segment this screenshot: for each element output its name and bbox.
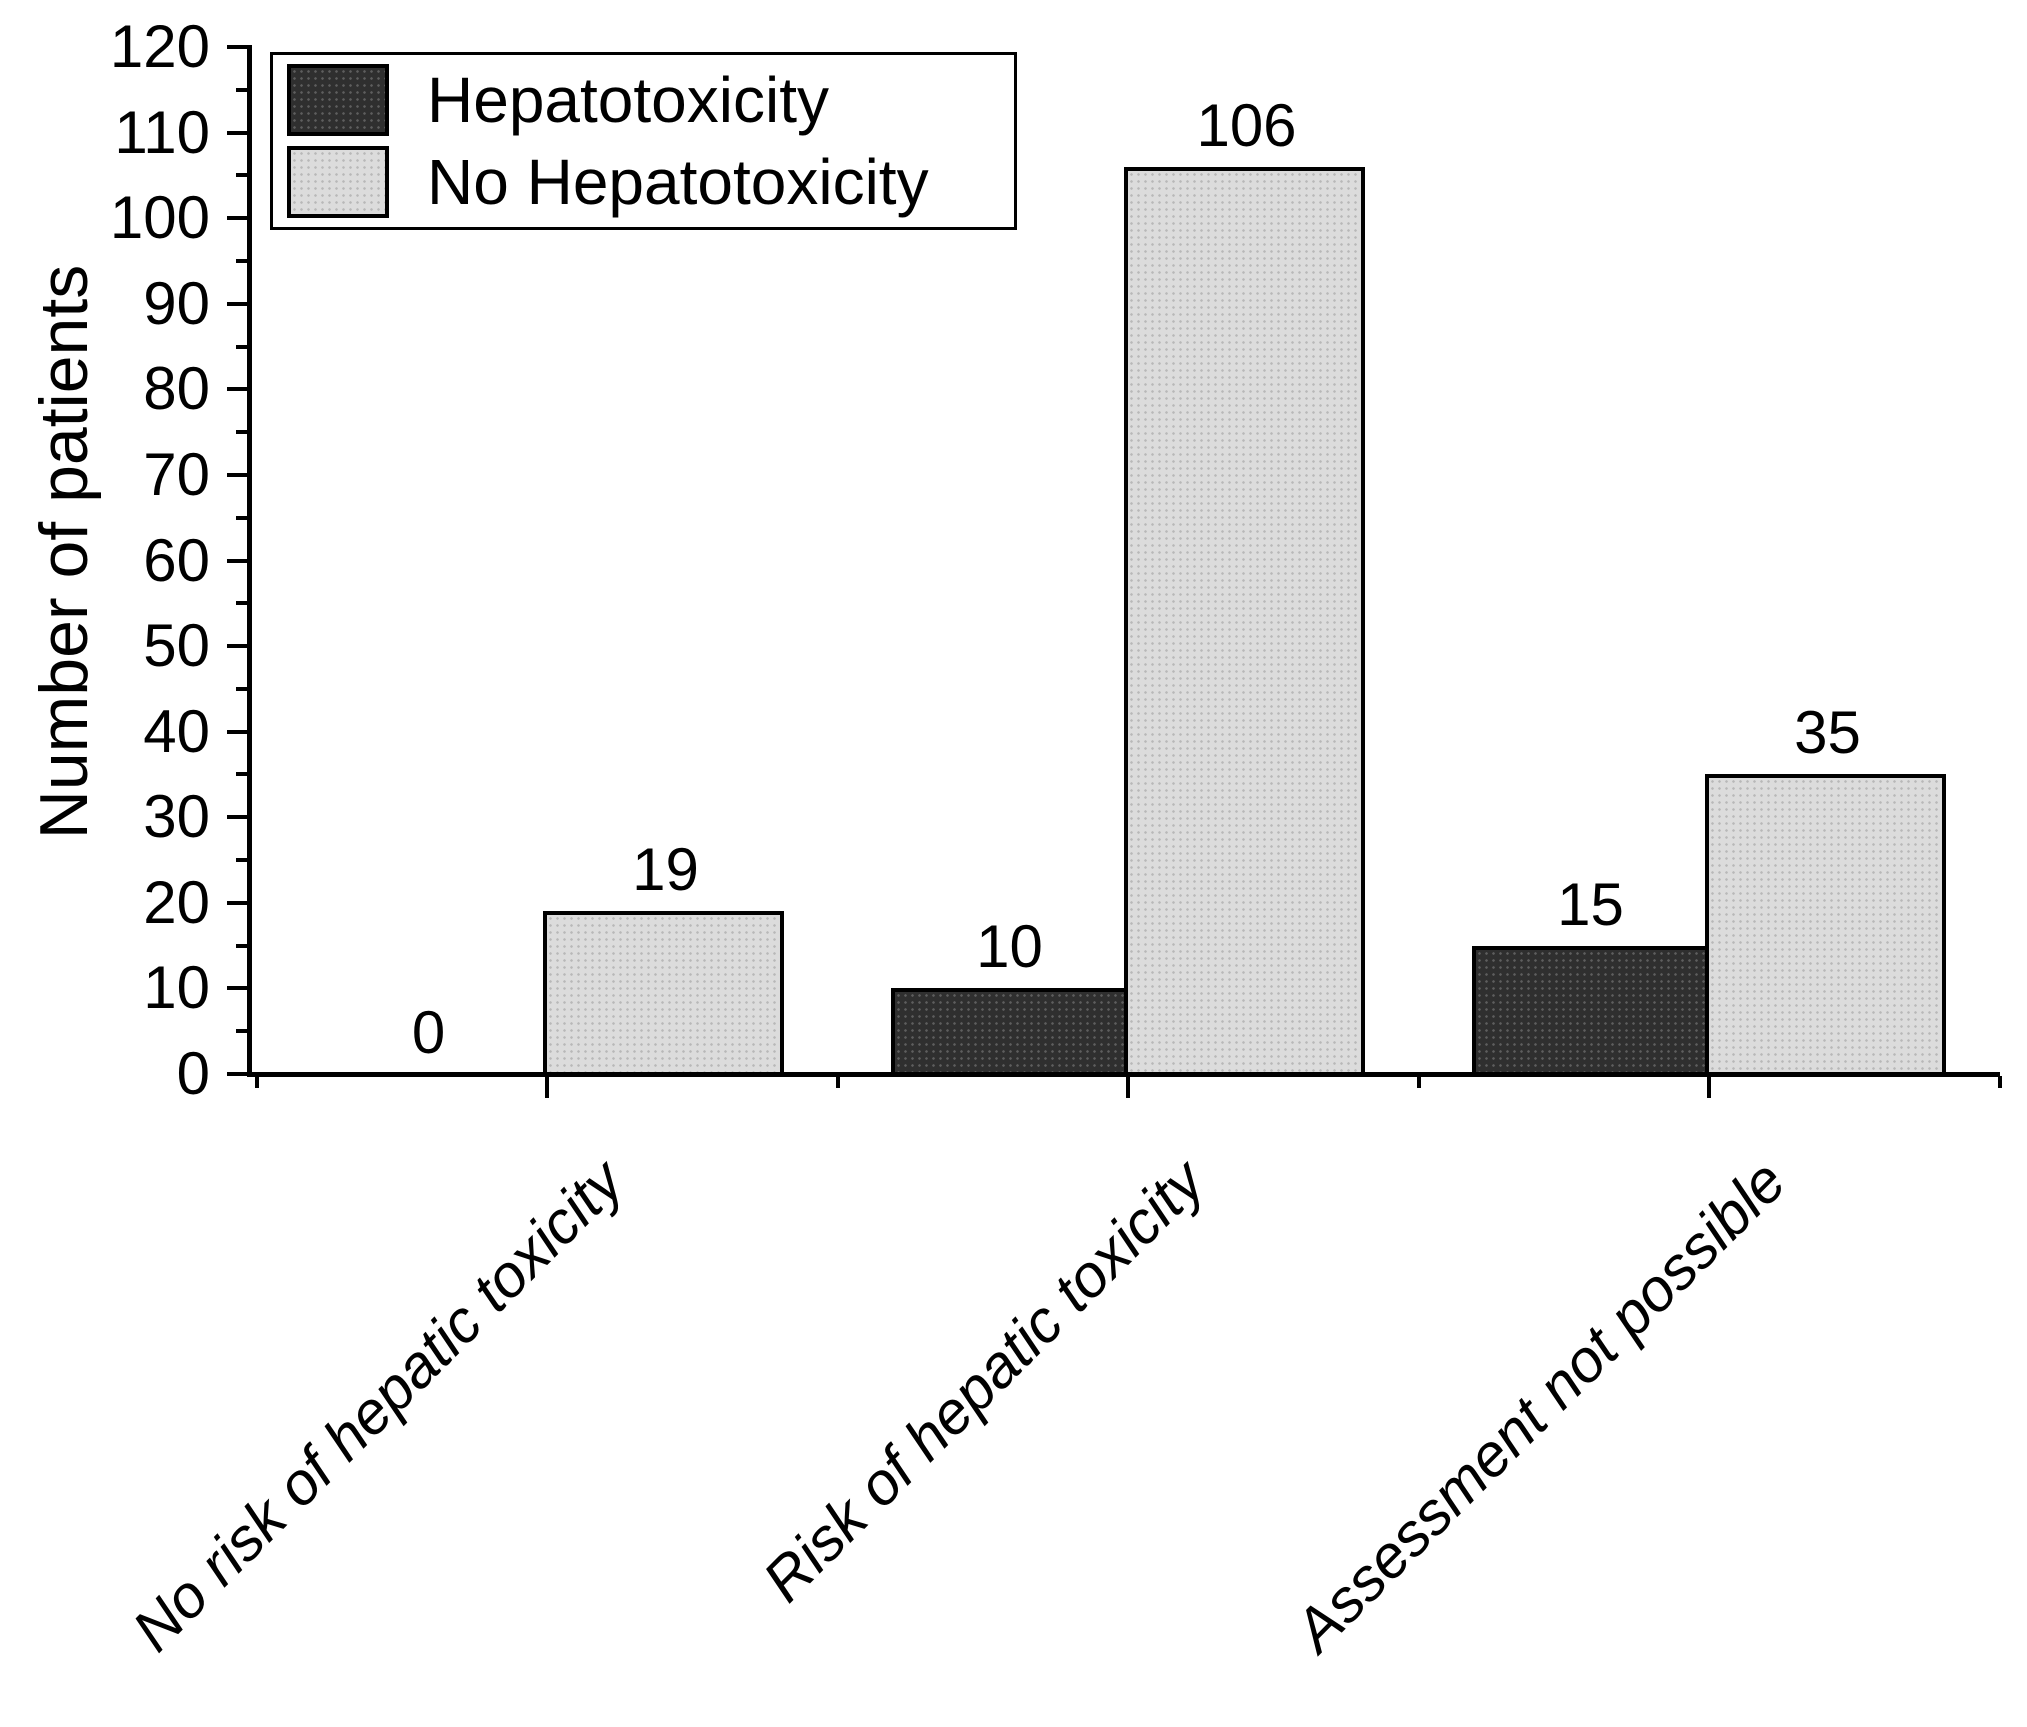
value-label: 10	[976, 913, 1043, 981]
y-tick-label: 50	[143, 612, 210, 680]
y-tick-label: 110	[114, 98, 210, 166]
y-minor-tick	[236, 686, 247, 691]
y-minor-tick	[236, 1029, 247, 1034]
y-tick-label: 60	[143, 526, 210, 594]
x-category-label: No risk of hepatic toxicity	[119, 1147, 637, 1664]
bar-no-hepatotoxicity-2	[1124, 166, 1365, 1077]
y-tick-label: 120	[109, 13, 210, 80]
y-minor-tick	[236, 173, 247, 178]
y-tick-label: 20	[143, 868, 210, 936]
bar-hepatotoxicity-2	[891, 988, 1128, 1077]
y-axis-title: Number of patients	[26, 264, 102, 840]
y-tick-label: 80	[143, 355, 210, 423]
x-major-tick	[545, 1076, 549, 1098]
y-tick-label: 70	[143, 440, 210, 508]
x-category-label: Assessment not possible	[1281, 1147, 1799, 1664]
legend-row: Hepatotoxicity	[287, 64, 1000, 136]
y-minor-tick	[236, 344, 247, 349]
y-major-tick	[227, 387, 247, 392]
legend-row: No Hepatotoxicity	[287, 146, 1000, 218]
y-major-tick	[227, 1072, 247, 1076]
legend: Hepatotoxicity No Hepatotoxicity	[270, 52, 1017, 230]
y-minor-tick	[236, 858, 247, 863]
value-label: 19	[632, 836, 699, 904]
bar-hepatotoxicity-3	[1472, 945, 1709, 1077]
y-major-tick	[227, 301, 247, 306]
x-minor-tick	[835, 1076, 840, 1088]
y-minor-tick	[236, 601, 247, 606]
y-axis-line	[247, 45, 252, 1076]
x-major-tick	[1126, 1076, 1130, 1098]
value-label: 0	[411, 999, 446, 1066]
y-tick-label: 90	[143, 269, 210, 337]
y-minor-tick	[236, 87, 247, 92]
y-minor-tick	[236, 258, 247, 263]
y-major-tick	[227, 45, 247, 49]
x-axis-line	[247, 1072, 2000, 1077]
legend-swatch-hepatotoxicity	[287, 64, 389, 136]
y-major-tick	[227, 815, 247, 820]
y-minor-tick	[236, 515, 247, 520]
bar-no-hepatotoxicity-3	[1705, 774, 1946, 1077]
y-major-tick	[227, 900, 247, 905]
y-major-tick	[227, 558, 247, 563]
x-category-label: Risk of hepatic toxicity	[750, 1147, 1218, 1615]
bar-no-hepatotoxicity-1	[543, 911, 784, 1077]
y-major-tick	[227, 644, 247, 649]
value-label: 15	[1557, 870, 1624, 938]
y-minor-tick	[236, 430, 247, 435]
y-major-tick	[227, 986, 247, 991]
y-major-tick	[227, 130, 247, 135]
y-tick-label: 0	[176, 1040, 210, 1107]
value-label: 106	[1196, 91, 1297, 159]
legend-label: No Hepatotoxicity	[427, 146, 929, 218]
y-major-tick	[227, 729, 247, 734]
y-minor-tick	[236, 772, 247, 777]
legend-label: Hepatotoxicity	[427, 64, 829, 136]
y-tick-label: 30	[143, 783, 210, 851]
x-minor-tick	[254, 1076, 259, 1088]
legend-swatch-no-hepatotoxicity	[287, 146, 389, 218]
y-major-tick	[227, 216, 247, 221]
x-minor-tick	[1997, 1076, 2002, 1088]
x-major-tick	[1707, 1076, 1711, 1098]
y-tick-label: 40	[143, 697, 210, 765]
y-tick-label: 10	[143, 954, 210, 1022]
y-minor-tick	[236, 943, 247, 948]
x-minor-tick	[1416, 1076, 1421, 1088]
y-tick-label: 100	[109, 184, 210, 252]
value-label: 35	[1794, 699, 1861, 767]
y-major-tick	[227, 472, 247, 477]
